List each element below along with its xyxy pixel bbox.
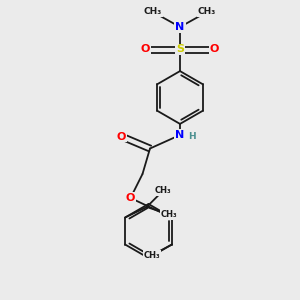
Text: CH₃: CH₃ [144,8,162,16]
Text: CH₃: CH₃ [161,210,178,219]
Text: CH₃: CH₃ [144,250,161,260]
Text: O: O [141,44,150,55]
Text: O: O [117,131,126,142]
Text: CH₃: CH₃ [155,186,172,195]
Text: CH₃: CH₃ [198,8,216,16]
Text: N: N [176,22,184,32]
Text: O: O [210,44,219,55]
Text: S: S [176,44,184,55]
Text: H: H [188,132,196,141]
Text: O: O [126,193,135,203]
Text: N: N [176,130,184,140]
